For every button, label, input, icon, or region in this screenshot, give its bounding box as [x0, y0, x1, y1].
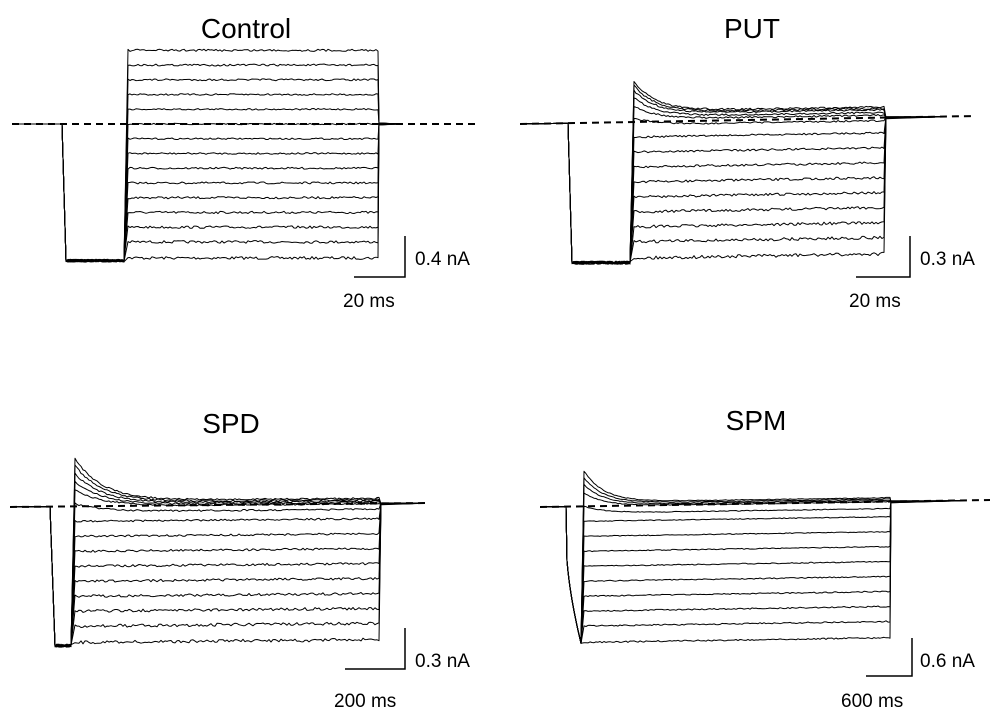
current-trace-12: [12, 93, 401, 263]
panel-title: SPM: [726, 405, 787, 436]
current-traces: [539, 470, 961, 644]
current-trace-1: [539, 500, 961, 644]
current-trace-10: [519, 116, 945, 265]
current-trace-5: [12, 123, 401, 263]
current-traces: [519, 81, 946, 265]
current-trace-3: [9, 502, 426, 648]
panel-put: PUT 0.3 nA 20 ms: [519, 13, 976, 312]
current-trace-1: [9, 502, 426, 648]
current-trace-7: [519, 116, 946, 265]
panel-title: SPD: [202, 408, 260, 439]
time-scale-label: 600 ms: [841, 691, 903, 712]
scale-bar: [856, 236, 911, 278]
current-trace-15: [9, 457, 426, 648]
current-trace-8: [12, 123, 401, 263]
panel-title: Control: [201, 13, 291, 44]
current-trace-1: [12, 123, 401, 263]
current-trace-4: [519, 116, 946, 265]
current-trace-14: [9, 464, 426, 648]
current-trace-6: [12, 123, 401, 263]
current-scale-label: 0.4 nA: [415, 249, 470, 270]
current-scale-label: 0.3 nA: [920, 249, 975, 270]
current-trace-7: [539, 500, 961, 644]
current-trace-3: [12, 123, 401, 263]
current-trace-2: [539, 500, 961, 644]
scale-bar: [866, 638, 913, 677]
current-trace-13: [519, 89, 946, 265]
current-trace-11: [539, 492, 961, 644]
current-trace-12: [539, 483, 961, 644]
current-trace-13: [539, 477, 961, 644]
current-trace-13: [12, 78, 401, 263]
current-trace-5: [519, 116, 946, 265]
panel-spd: SPD 0.3 nA 200 ms: [9, 408, 470, 712]
current-trace-4: [539, 500, 961, 644]
current-trace-9: [519, 116, 945, 265]
current-trace-6: [539, 500, 961, 644]
current-trace-13: [9, 472, 426, 648]
current-trace-7: [9, 502, 426, 648]
current-trace-9: [539, 500, 961, 644]
time-scale-label: 200 ms: [334, 691, 396, 712]
current-trace-10: [12, 122, 401, 263]
current-trace-7: [12, 122, 401, 263]
current-trace-9: [9, 502, 426, 648]
current-scale-label: 0.3 nA: [415, 651, 470, 672]
current-trace-8: [539, 500, 961, 644]
panel-title: PUT: [724, 13, 780, 44]
current-trace-2: [519, 116, 946, 265]
current-trace-5: [539, 500, 961, 644]
current-trace-9: [12, 122, 401, 263]
current-trace-8: [519, 116, 946, 265]
current-trace-2: [12, 122, 401, 263]
current-traces: [12, 48, 401, 263]
current-trace-4: [9, 502, 426, 648]
current-trace-6: [9, 502, 426, 648]
current-trace-3: [519, 116, 946, 265]
current-scale-label: 0.6 nA: [920, 651, 975, 672]
current-trace-6: [519, 116, 946, 265]
panel-control: Control 0.4 nA 20 ms: [12, 13, 480, 312]
current-trace-4: [12, 122, 401, 263]
current-trace-11: [519, 106, 946, 265]
current-trace-15: [519, 81, 946, 265]
current-trace-12: [9, 480, 426, 648]
scale-bar: [345, 628, 406, 670]
zero-current-dashed-line: [9, 502, 426, 508]
time-scale-label: 20 ms: [343, 291, 395, 312]
zero-current-dashed-line: [519, 115, 976, 125]
current-trace-8: [9, 502, 426, 648]
current-trace-10: [9, 502, 426, 648]
scale-bar: [354, 236, 406, 278]
current-trace-5: [9, 502, 426, 648]
current-traces: [9, 457, 426, 648]
current-trace-11: [12, 108, 401, 263]
current-trace-14: [539, 470, 961, 644]
time-scale-label: 20 ms: [849, 291, 901, 312]
panel-spm: SPM 0.6 nA 600 ms: [539, 405, 991, 712]
current-trace-10: [539, 500, 961, 644]
current-trace-2: [9, 502, 426, 648]
current-trace-1: [519, 116, 946, 265]
current-trace-3: [539, 500, 961, 644]
current-trace-15: [12, 48, 401, 263]
